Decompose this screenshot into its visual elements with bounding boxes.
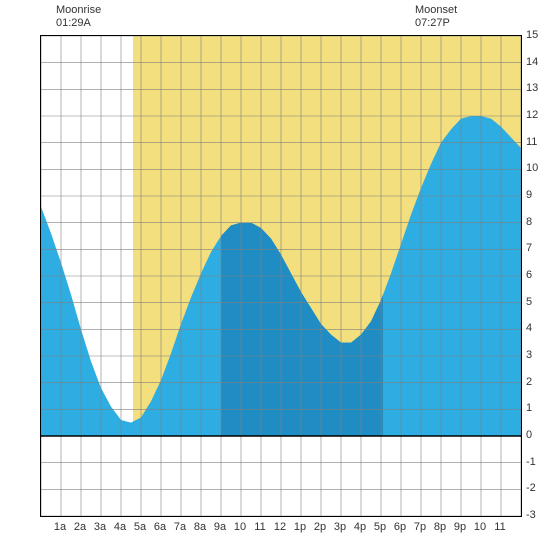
- y-tick-label: -2: [526, 482, 536, 494]
- x-tick-label: 1p: [294, 521, 306, 533]
- y-tick-label: 6: [526, 269, 532, 281]
- x-tick-label: 3a: [94, 521, 106, 533]
- moonrise-label: Moonrise 01:29A: [56, 4, 101, 30]
- x-tick-label: 11: [254, 521, 265, 533]
- moonset-label: Moonset 07:27P: [415, 4, 457, 30]
- x-tick-label: 4p: [354, 521, 366, 533]
- y-tick-label: -3: [526, 509, 536, 521]
- x-tick-label: 12: [274, 521, 286, 533]
- moonrise-title: Moonrise: [56, 4, 101, 16]
- x-tick-label: 2a: [74, 521, 86, 533]
- x-tick-label: 6p: [394, 521, 406, 533]
- x-tick-label: 4a: [114, 521, 126, 533]
- x-tick-label: 9p: [454, 521, 466, 533]
- x-tick-label: 5p: [374, 521, 386, 533]
- x-tick-label: 5a: [134, 521, 146, 533]
- y-tick-label: 5: [526, 296, 532, 308]
- x-tick-label: 1a: [54, 521, 66, 533]
- x-tick-label: 11: [494, 521, 505, 533]
- x-tick-label: 8p: [434, 521, 446, 533]
- moonset-title: Moonset: [415, 4, 457, 16]
- x-tick-label: 7p: [414, 521, 426, 533]
- x-tick-label: 10: [474, 521, 486, 533]
- y-tick-label: 7: [526, 242, 532, 254]
- x-tick-label: 2p: [314, 521, 326, 533]
- y-tick-label: 13: [526, 82, 538, 94]
- plot-area: [40, 35, 522, 517]
- y-tick-label: 1: [526, 402, 532, 414]
- y-tick-label: 8: [526, 216, 532, 228]
- y-tick-label: 0: [526, 429, 532, 441]
- y-tick-label: 12: [526, 109, 538, 121]
- y-tick-label: 14: [526, 56, 538, 68]
- x-tick-label: 7a: [174, 521, 186, 533]
- x-tick-label: 10: [234, 521, 246, 533]
- y-tick-label: 11: [526, 136, 537, 148]
- tide-chart: Moonrise 01:29A Moonset 07:27P 151413121…: [0, 0, 550, 550]
- x-tick-label: 3p: [334, 521, 346, 533]
- y-tick-label: 15: [526, 29, 538, 41]
- x-tick-label: 9a: [214, 521, 226, 533]
- y-tick-label: 9: [526, 189, 532, 201]
- y-tick-label: 3: [526, 349, 532, 361]
- y-tick-label: 10: [526, 162, 538, 174]
- moonrise-time: 01:29A: [56, 17, 91, 29]
- y-tick-label: 2: [526, 376, 532, 388]
- x-tick-label: 6a: [154, 521, 166, 533]
- y-tick-label: 4: [526, 322, 532, 334]
- x-tick-label: 8a: [194, 521, 206, 533]
- moonset-time: 07:27P: [415, 17, 450, 29]
- y-tick-label: -1: [526, 456, 536, 468]
